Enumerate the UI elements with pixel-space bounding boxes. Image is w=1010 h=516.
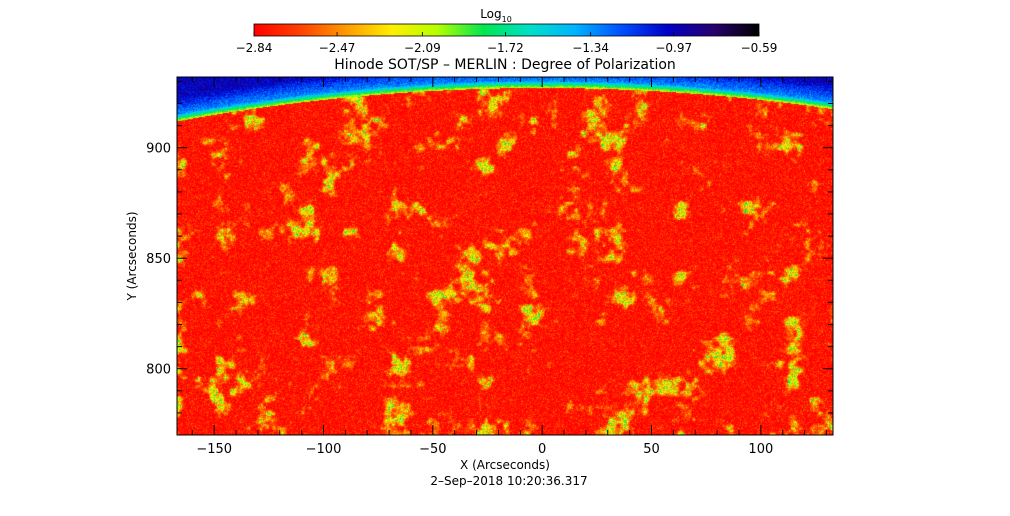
x-tick-label: −150: [196, 442, 232, 457]
y-axis: 800 850 900: [146, 80, 833, 436]
y-axis-label: Y (Arcseconds): [125, 211, 139, 301]
y-tick-label: 850: [146, 252, 171, 267]
colorbar-label: Log10: [480, 7, 512, 24]
timestamp: 2–Sep–2018 10:20:36.317: [430, 474, 587, 488]
colorbar: Log10 −2.84 −2.47 −2.09 −1.72 −1.34 −0.97 −0.5…: [236, 7, 778, 55]
colorbar-tick-label: −2.09: [404, 41, 441, 55]
colorbar-tick-label: −0.97: [655, 41, 692, 55]
colorbar-ticks: −2.84 −2.47 −2.09 −1.72 −1.34 −0.97 −0.59: [236, 32, 778, 55]
colorbar-gradient: [253, 23, 760, 37]
y-tick-label: 800: [146, 363, 171, 378]
x-tick-label: 0: [538, 442, 546, 457]
plot-frame: [176, 76, 834, 436]
x-tick-label: −50: [419, 442, 446, 457]
colorbar-tick-label: −0.59: [741, 41, 778, 55]
x-tick-label: 100: [748, 442, 773, 457]
colorbar-tick-label: −2.47: [319, 41, 356, 55]
colorbar-tick-label: −2.84: [236, 41, 273, 55]
x-tick-label: 50: [643, 442, 660, 457]
x-axis-label: X (Arcseconds): [460, 458, 550, 472]
chart-title: Hinode SOT/SP – MERLIN : Degree of Polar…: [334, 57, 676, 73]
x-tick-label: −100: [306, 442, 342, 457]
colorbar-tick-label: −1.34: [572, 41, 609, 55]
colorbar-tick-label: −1.72: [487, 41, 524, 55]
y-tick-label: 900: [146, 142, 171, 157]
x-axis: −150 −100 −50 0 50 100: [191, 77, 827, 457]
heatmap-image: [177, 77, 833, 435]
plot-area: −150 −100 −50 0 50 100 800 850 900: [146, 76, 834, 457]
